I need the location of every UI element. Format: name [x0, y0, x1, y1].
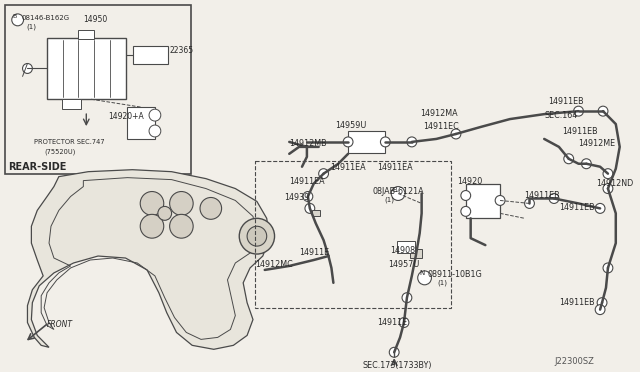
Text: B: B [393, 187, 397, 193]
Circle shape [200, 198, 221, 219]
Text: 14911EA: 14911EA [378, 163, 413, 172]
Bar [47, 38, 125, 99]
Circle shape [597, 298, 607, 308]
Circle shape [170, 214, 193, 238]
Text: (1): (1) [385, 196, 394, 203]
Text: 14911EB: 14911EB [525, 190, 560, 199]
Bar [5, 5, 191, 174]
Circle shape [247, 226, 267, 246]
Text: (75520U): (75520U) [44, 149, 76, 155]
Text: 14912MB: 14912MB [289, 139, 327, 148]
Circle shape [603, 169, 613, 179]
Text: 08911-10B1G: 08911-10B1G [428, 270, 483, 279]
Text: 14939: 14939 [284, 193, 310, 202]
Text: N: N [419, 270, 424, 276]
Text: 14957U: 14957U [388, 260, 420, 269]
Text: 08146-B162G: 08146-B162G [22, 15, 70, 21]
Text: 14911EC: 14911EC [424, 122, 460, 131]
Circle shape [461, 206, 470, 217]
Circle shape [573, 106, 584, 116]
Text: 14911E: 14911E [299, 248, 329, 257]
Bar [255, 161, 451, 308]
Text: B: B [13, 14, 17, 19]
Circle shape [303, 192, 313, 202]
Bar [397, 241, 415, 253]
Circle shape [149, 109, 161, 121]
Bar [348, 131, 385, 153]
Circle shape [595, 305, 605, 315]
Bar [410, 248, 422, 257]
Text: 08JAB-6121A: 08JAB-6121A [372, 187, 424, 196]
Bar [466, 184, 500, 218]
Text: 14911EB: 14911EB [562, 127, 598, 136]
Circle shape [495, 196, 505, 205]
Text: 14950: 14950 [83, 15, 108, 24]
Circle shape [22, 64, 33, 73]
Circle shape [140, 214, 164, 238]
Text: 14911E: 14911E [378, 318, 408, 327]
Text: 14908: 14908 [390, 246, 415, 255]
Circle shape [451, 129, 461, 139]
Circle shape [603, 184, 613, 193]
Circle shape [598, 106, 608, 116]
Text: 14912MA: 14912MA [420, 109, 458, 118]
Circle shape [305, 203, 315, 214]
Circle shape [389, 347, 399, 357]
Text: J22300SZ: J22300SZ [554, 357, 594, 366]
Circle shape [140, 192, 164, 215]
Text: 14912ME: 14912ME [579, 139, 616, 148]
Circle shape [595, 203, 605, 214]
Text: 14911EA: 14911EA [289, 177, 325, 186]
Circle shape [12, 14, 24, 26]
Text: (1): (1) [437, 280, 447, 286]
Circle shape [603, 263, 613, 273]
Circle shape [170, 192, 193, 215]
Text: 14912MC: 14912MC [255, 260, 292, 269]
Circle shape [549, 193, 559, 203]
Text: 22365: 22365 [170, 46, 194, 55]
Circle shape [391, 187, 405, 201]
Bar [127, 107, 155, 139]
Text: 14912ND: 14912ND [596, 179, 634, 187]
Circle shape [418, 271, 431, 285]
Circle shape [319, 169, 328, 179]
Text: SEC.164: SEC.164 [544, 111, 577, 120]
Text: PROTECTOR SEC.747: PROTECTOR SEC.747 [35, 139, 105, 145]
Text: 14911EB: 14911EB [559, 298, 595, 307]
Circle shape [149, 125, 161, 137]
Circle shape [402, 293, 412, 303]
Bar [312, 211, 319, 217]
Text: FRONT: FRONT [47, 320, 73, 328]
Circle shape [343, 137, 353, 147]
Bar [133, 46, 168, 64]
Circle shape [158, 206, 172, 220]
Text: 14920+A: 14920+A [108, 112, 143, 121]
Circle shape [525, 199, 534, 208]
Circle shape [380, 137, 390, 147]
Bar [79, 30, 94, 39]
Text: (1): (1) [26, 24, 36, 30]
Circle shape [461, 190, 470, 201]
Text: 14959U: 14959U [335, 121, 367, 130]
Text: 14920: 14920 [457, 177, 482, 186]
Circle shape [239, 218, 275, 254]
Circle shape [582, 159, 591, 169]
Text: REAR-SIDE: REAR-SIDE [8, 162, 66, 172]
Circle shape [399, 318, 409, 327]
Text: 14911EB: 14911EB [559, 203, 595, 212]
Text: 14911EA: 14911EA [330, 163, 366, 172]
Bar [62, 99, 81, 109]
Text: SEC.173(1733BY): SEC.173(1733BY) [363, 361, 432, 370]
Circle shape [407, 137, 417, 147]
Polygon shape [28, 170, 269, 349]
Circle shape [564, 154, 573, 164]
Text: 14911EB: 14911EB [548, 97, 584, 106]
